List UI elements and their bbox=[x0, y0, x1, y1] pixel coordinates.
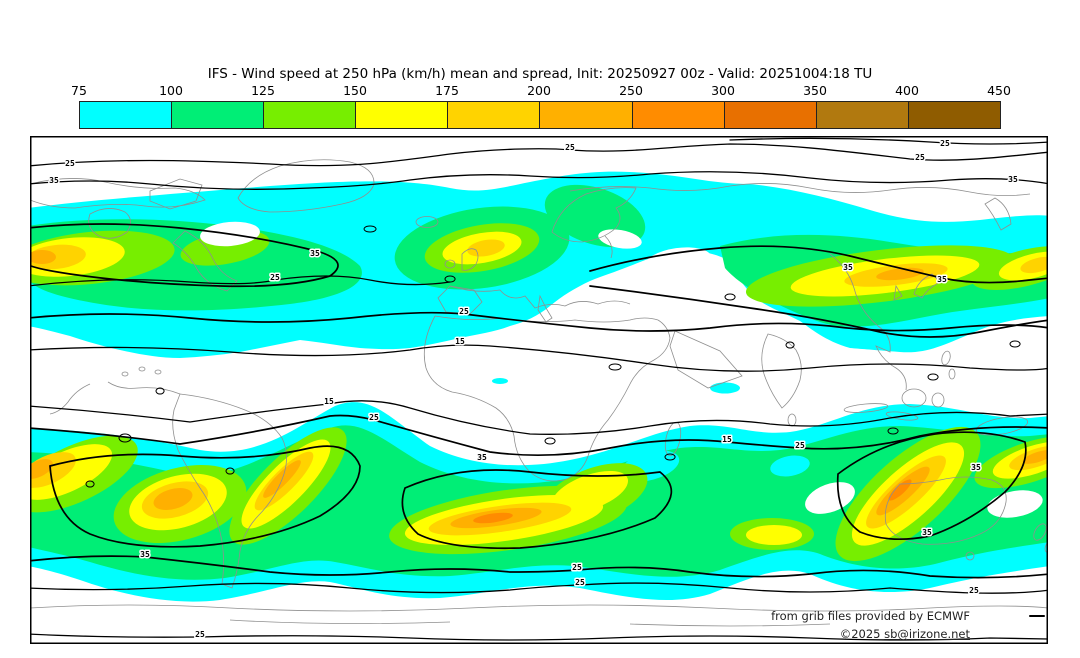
spread-contour-layer bbox=[30, 137, 1048, 641]
contour-line-label: 15 bbox=[722, 435, 732, 444]
colorbar-tick-label: 125 bbox=[251, 83, 275, 98]
africa-coast bbox=[423, 315, 671, 482]
world-wind-map: 25 35 25 25 25 35 35 25 35 35 25 15 15 25 15 25 35 35 35 35… bbox=[30, 136, 1048, 644]
colorbar-segment bbox=[172, 102, 265, 128]
attribution-source-text: from grib files provided by ECMWF bbox=[771, 609, 970, 623]
antarctica-coast bbox=[30, 604, 1048, 612]
contour-line-label: 25 bbox=[795, 441, 805, 450]
scandinavia-coast bbox=[551, 187, 637, 243]
colorbar-tick-label: 350 bbox=[803, 83, 827, 98]
contour-line-label: 25 bbox=[270, 273, 280, 282]
contour-line-label: 25 bbox=[459, 307, 469, 316]
colorbar-tick-label: 400 bbox=[895, 83, 919, 98]
chart-title: IFS - Wind speed at 250 hPa (km/h) mean … bbox=[207, 66, 873, 82]
wind-speed-fill-layer bbox=[30, 171, 1048, 602]
copyright-text: ©2025 bbox=[839, 627, 885, 641]
colorbar-bar bbox=[79, 101, 1001, 129]
contour-line-label: 35 bbox=[937, 275, 947, 284]
contour-line-label: 35 bbox=[477, 453, 487, 462]
contour-line-label: 25 bbox=[369, 413, 379, 422]
colorbar-labels: 75 100 125 150 175 200 250 300 350 400 450 bbox=[71, 83, 1011, 99]
contour-line-label: 35 bbox=[310, 249, 320, 258]
colorbar-tick-label: 250 bbox=[619, 83, 643, 98]
contour-line-label: 15 bbox=[455, 337, 465, 346]
colorbar-segment bbox=[264, 102, 357, 128]
contour-line-label: 35 bbox=[843, 263, 853, 272]
colorbar-tick-label: 300 bbox=[711, 83, 735, 98]
coastline-layer bbox=[30, 159, 1048, 627]
colorbar-tick-label: 75 bbox=[71, 83, 87, 98]
australia-coast bbox=[884, 476, 1007, 545]
contour-line-label: 35 bbox=[1008, 175, 1018, 184]
colorbar-tick-label: 200 bbox=[527, 83, 551, 98]
contour-line-label: 35 bbox=[49, 176, 59, 185]
colorbar-tick-label: 175 bbox=[435, 83, 459, 98]
colorbar-segment bbox=[356, 102, 449, 128]
colorbar-segment bbox=[540, 102, 633, 128]
colorbar-segment bbox=[448, 102, 541, 128]
contour-line-label: 15 bbox=[324, 397, 334, 406]
colorbar-segment bbox=[632, 102, 725, 128]
contour-line-label: 25 bbox=[65, 159, 75, 168]
contour-label-layer: 25 35 25 25 25 35 35 25 35 35 25 15 15 25 15 25 35 35 35 35… bbox=[48, 138, 1020, 641]
contour-line-label: 35 bbox=[140, 550, 150, 559]
contour-line-label: 25 bbox=[565, 143, 575, 152]
colorbar-segment bbox=[724, 102, 817, 128]
contour-line-label: 25 bbox=[915, 153, 925, 162]
colorbar-segment bbox=[80, 102, 173, 128]
author-email-link[interactable]: sb@irizone.net bbox=[884, 627, 970, 641]
contour-line-label: 25 bbox=[195, 630, 205, 639]
attribution-source: from grib files provided by ECMWF bbox=[771, 610, 970, 623]
contour-line-label: 25 bbox=[969, 586, 979, 595]
contour-line-label: 25 bbox=[575, 578, 585, 587]
map-area: 25 35 25 25 25 35 35 25 35 35 25 15 15 25 15 25 35 35 35 35… bbox=[30, 136, 1048, 644]
colorbar-tick-label: 100 bbox=[159, 83, 183, 98]
colorbar-tick-label: 450 bbox=[987, 83, 1011, 98]
colorbar-segment bbox=[908, 102, 1000, 128]
colorbar-tick-label: 150 bbox=[343, 83, 367, 98]
map-border bbox=[30, 136, 1048, 644]
colorbar-segment bbox=[816, 102, 909, 128]
south-america-coast bbox=[172, 393, 287, 589]
attribution-copyright: ©2025 sb@irizone.net bbox=[840, 628, 970, 641]
contour-line-label: 25 bbox=[572, 563, 582, 572]
contour-line-label: 25 bbox=[940, 139, 950, 148]
contour-line-label: 35 bbox=[971, 463, 981, 472]
contour-line-label: 35 bbox=[922, 528, 932, 537]
